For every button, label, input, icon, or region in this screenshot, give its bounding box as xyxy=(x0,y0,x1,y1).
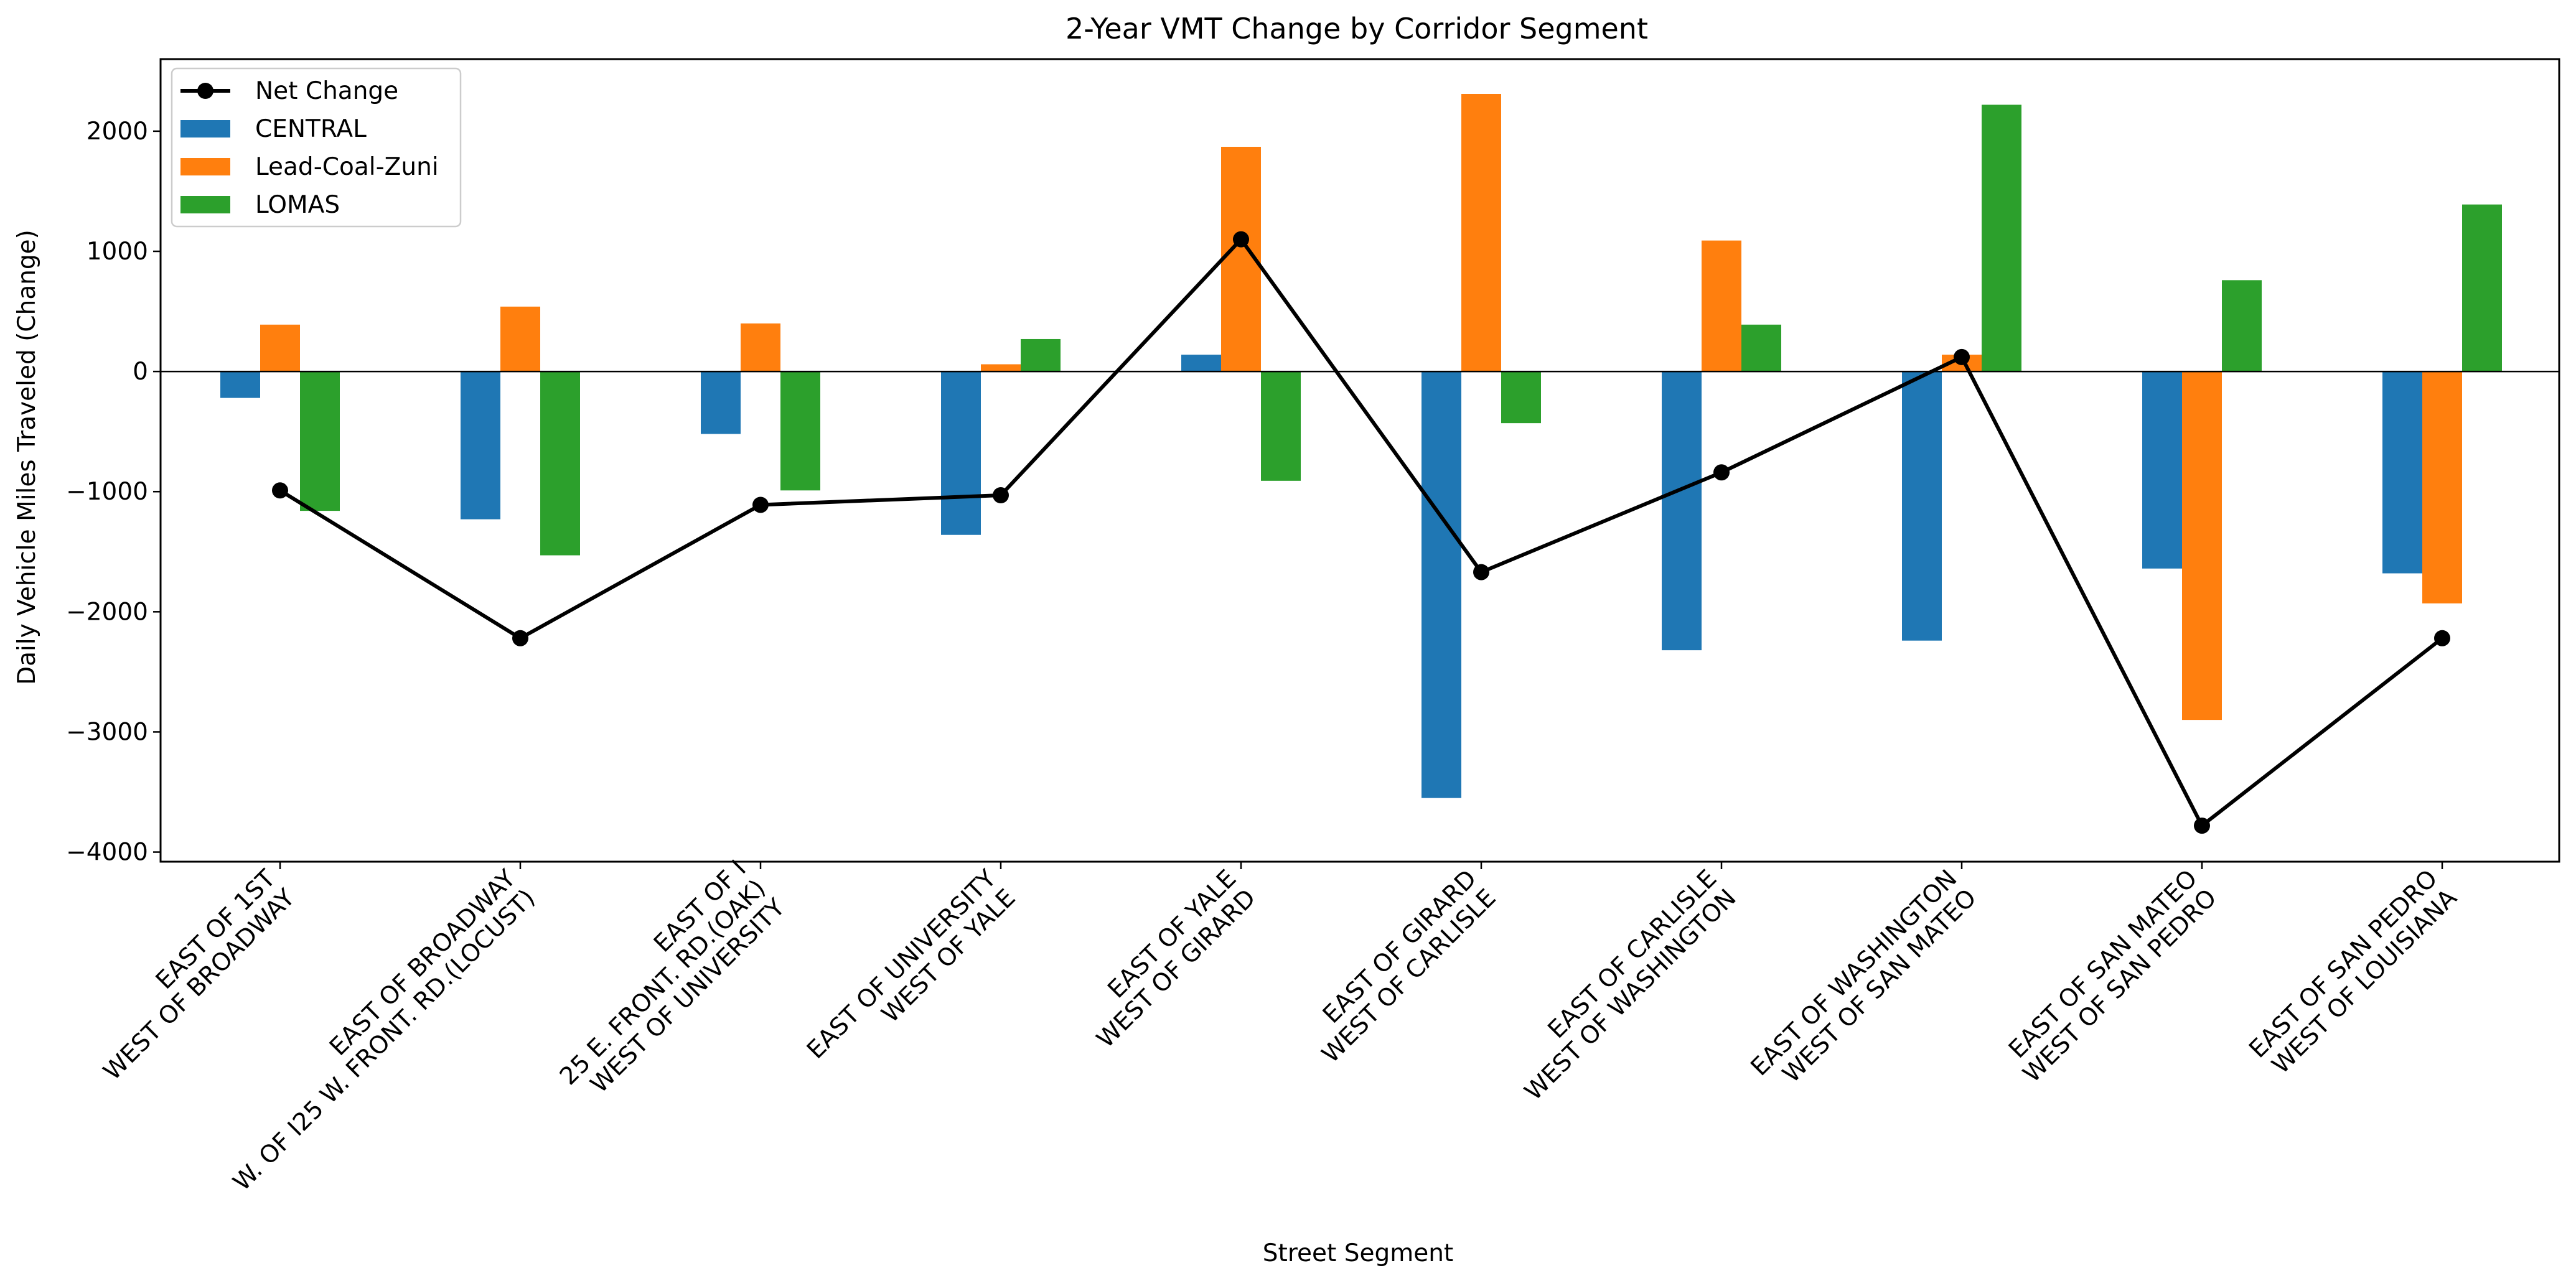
bar-lead-coal-zuni-9 xyxy=(2422,371,2462,603)
legend-box xyxy=(171,67,462,228)
bar-central-4 xyxy=(1181,355,1221,372)
net-change-marker-4 xyxy=(1233,231,1249,248)
x-tick-label-9-line-1: WEST OF LOUISIANA xyxy=(2267,883,2463,1079)
bar-central-1 xyxy=(461,371,500,520)
legend-label-lead-coal-zuni: Lead-Coal-Zuni xyxy=(255,153,439,181)
y-tick-label-5: 1000 xyxy=(87,238,148,266)
bar-lead-coal-zuni-5 xyxy=(1461,94,1501,372)
net-change-marker-2 xyxy=(752,496,769,513)
x-tick-label-4-line-1: WEST OF GIRARD xyxy=(1092,884,1262,1054)
x-tick-label-9-line-0: EAST OF SAN PEDRO xyxy=(2244,865,2443,1064)
bar-central-6 xyxy=(1662,371,1702,651)
legend-label-lomas: LOMAS xyxy=(255,191,340,219)
bar-lead-coal-zuni-8 xyxy=(2182,371,2222,720)
x-tick-label-1-line-0: EAST OF BROADWAY xyxy=(324,864,521,1061)
bar-lomas-7 xyxy=(1982,105,2021,372)
x-tick-label-7-line-1: WEST OF SAN MATEO xyxy=(1777,884,1982,1089)
x-tick-label-6-line-1: WEST OF WASHINGTON xyxy=(1519,884,1741,1106)
legend-marker-net-change xyxy=(197,83,213,99)
bar-lomas-2 xyxy=(780,371,820,491)
net-change-marker-0 xyxy=(272,482,288,499)
net-change-marker-3 xyxy=(993,487,1009,504)
x-tick-label-2: EAST OF I25 E. FRONT. RD.(OAK)WEST OF UN… xyxy=(555,855,790,1099)
legend-label-net-change: Net Change xyxy=(255,77,398,105)
net-change-line xyxy=(279,237,2443,828)
bar-lomas-9 xyxy=(2462,204,2502,372)
x-tick-label-6-line-0: EAST OF CARLISLE xyxy=(1543,865,1723,1045)
legend-swatch-lead-coal-zuni xyxy=(180,158,230,175)
y-tick-label-3: −1000 xyxy=(66,478,148,506)
bar-central-5 xyxy=(1421,371,1461,798)
axes-frame xyxy=(159,58,2560,863)
bar-lomas-3 xyxy=(1021,338,1061,372)
legend-swatch-lomas xyxy=(180,196,230,213)
x-tick-label-3-line-0: EAST OF UNIVERSITY xyxy=(802,864,1001,1064)
bar-central-2 xyxy=(701,371,741,434)
bar-central-9 xyxy=(2382,371,2422,574)
x-tick-label-7-line-0: EAST OF WASHINGTON xyxy=(1746,865,1963,1082)
x-tick-label-2-line-1: 25 E. FRONT. RD.(OAK) xyxy=(555,874,771,1091)
bar-lomas-5 xyxy=(1501,371,1541,424)
bar-central-8 xyxy=(2142,371,2182,569)
net-change-marker-7 xyxy=(1954,348,1970,365)
x-tick-label-0-line-1: WEST OF BROADWAY xyxy=(98,884,301,1086)
bar-lomas-4 xyxy=(1261,371,1301,481)
bar-lomas-6 xyxy=(1741,324,1781,372)
x-tick-label-8-line-1: WEST OF SAN PEDRO xyxy=(2018,884,2222,1088)
x-tick-label-1-line-1: W. OF I25 W. FRONT. RD.(LOCUST) xyxy=(228,884,540,1196)
bar-lead-coal-zuni-1 xyxy=(500,306,540,372)
net-change-marker-9 xyxy=(2434,630,2450,646)
bar-lead-coal-zuni-3 xyxy=(981,364,1021,372)
plot-area: −4000 −3000 −2000 −1000 0 1000 2000 EAST OF 1ST… xyxy=(66,58,2560,1196)
legend-label-central: CENTRAL xyxy=(255,115,367,143)
net-change-marker-5 xyxy=(1473,564,1489,580)
chart-title: 2-Year VMT Change by Corridor Segment xyxy=(1066,12,1648,45)
y-tick-label-2: −2000 xyxy=(66,598,148,626)
y-tick-label-4: 0 xyxy=(133,358,148,386)
y-axis-label: Daily Vehicle Miles Traveled (Change) xyxy=(13,230,41,685)
x-tick-label-8-line-0: EAST OF SAN MATEO xyxy=(2003,865,2203,1064)
legend: Net Change CENTRAL Lead-Coal-Zuni LOMAS xyxy=(171,67,462,228)
bar-lead-coal-zuni-6 xyxy=(1702,240,1741,372)
bar-lomas-1 xyxy=(540,371,580,556)
x-tick-label-5-line-1: WEST OF CARLISLE xyxy=(1316,884,1501,1069)
legend-swatch-central xyxy=(180,120,230,137)
bar-lomas-0 xyxy=(300,371,340,511)
bar-central-7 xyxy=(1902,371,1942,641)
net-change-marker-6 xyxy=(1713,464,1730,481)
net-change-marker-8 xyxy=(2194,818,2210,834)
bar-central-0 xyxy=(220,371,260,398)
net-change-marker-1 xyxy=(512,630,528,646)
y-tick-label-1: −3000 xyxy=(66,718,148,746)
bar-lead-coal-zuni-2 xyxy=(741,323,780,372)
y-tick-label-0: −4000 xyxy=(66,839,148,867)
y-tick-label-6: 2000 xyxy=(87,118,148,146)
bar-lomas-8 xyxy=(2222,280,2262,372)
bar-lead-coal-zuni-0 xyxy=(260,324,300,372)
x-axis-label: Street Segment xyxy=(1263,1239,1453,1267)
bar-central-3 xyxy=(941,371,981,535)
